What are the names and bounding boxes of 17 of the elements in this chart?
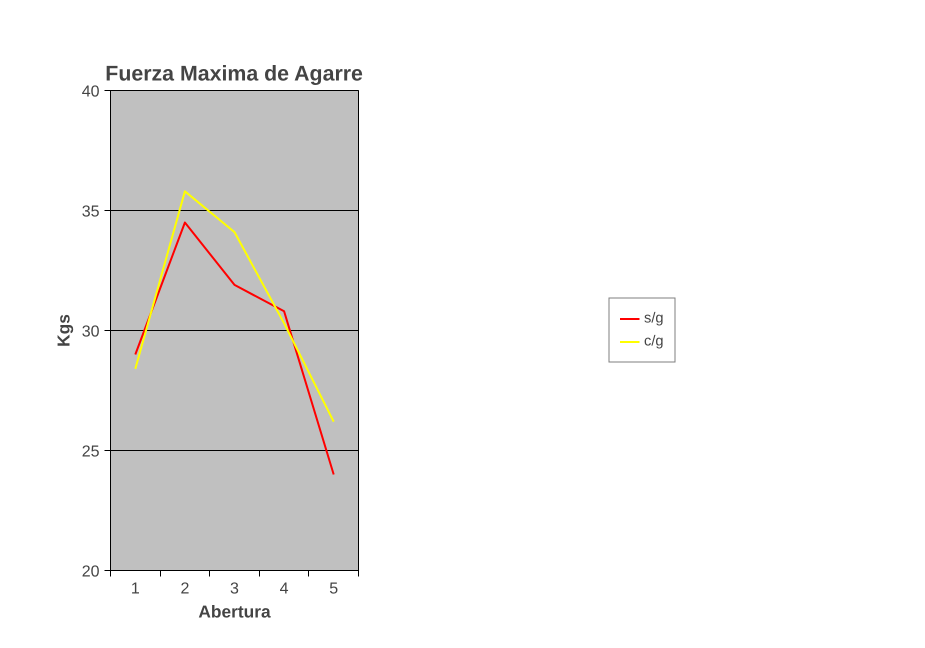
y-axis-title: Kgs [54,314,74,347]
y-tick-label: 25 [82,444,100,460]
x-axis-title: Abertura [198,602,271,622]
line-series [134,222,335,476]
line-series [134,190,335,423]
x-tick-label: 4 [280,580,289,598]
x-tick-label: 2 [180,580,190,598]
y-tick-label: 20 [82,564,100,580]
legend-label: s/g [644,310,664,326]
y-tick-label: 30 [82,324,100,340]
y-tick-label: 40 [82,84,100,100]
y-tick-label: 35 [82,204,100,220]
legend-label: c/g [644,334,664,350]
x-tick-label: 3 [230,580,240,598]
chart-title: Fuerza Maxima de Agarre [105,62,364,86]
x-tick-label: 1 [130,580,140,598]
x-tick-label: 5 [329,580,338,598]
